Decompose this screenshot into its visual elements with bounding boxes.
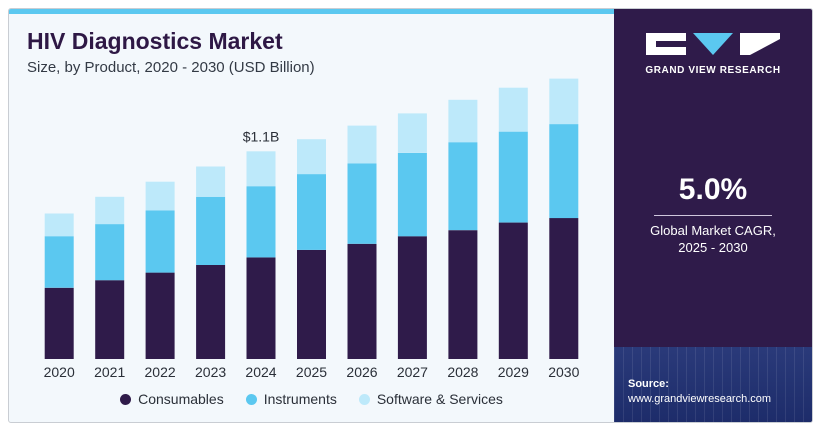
x-tick-label-2024: 2024 xyxy=(245,364,276,380)
cagr-divider xyxy=(654,215,772,216)
x-tick-label-2025: 2025 xyxy=(296,364,327,380)
bar-instruments-2022 xyxy=(145,210,175,273)
accent-strip xyxy=(9,9,614,14)
bar-instruments-2020 xyxy=(44,236,74,288)
cagr-label: Global Market CAGR, 2025 - 2030 xyxy=(614,222,812,256)
bar-consumables-2023 xyxy=(196,265,226,359)
bar-instruments-2030 xyxy=(549,124,579,219)
x-tick-label-2027: 2027 xyxy=(397,364,428,380)
x-tick-label-2021: 2021 xyxy=(94,364,125,380)
bar-software-services-2029 xyxy=(498,87,528,132)
legend-label-consumables: Consumables xyxy=(138,391,224,407)
legend-item-instruments: Instruments xyxy=(245,391,337,407)
chart-card: HIV Diagnostics Market Size, by Product,… xyxy=(8,8,813,423)
bar-instruments-2026 xyxy=(347,163,377,244)
bar-instruments-2021 xyxy=(95,224,125,281)
bar-software-services-2027 xyxy=(397,113,427,153)
bar-chart: 2020 2021 2022 2023 2024 $1.1B 2025 2026 2027 202… xyxy=(44,78,580,380)
x-tick-label-2020: 2020 xyxy=(44,364,75,380)
legend-label-software-services: Software & Services xyxy=(376,391,503,407)
x-tick-label-2023: 2023 xyxy=(195,364,226,380)
bar-software-services-2022 xyxy=(145,181,175,211)
bar-software-services-2023 xyxy=(196,166,226,197)
bar-consumables-2029 xyxy=(498,222,528,359)
bar-instruments-2029 xyxy=(498,131,528,223)
bar-consumables-2027 xyxy=(397,236,427,359)
chart-subtitle: Size, by Product, 2020 - 2030 (USD Billi… xyxy=(27,59,315,76)
bar-consumables-2026 xyxy=(347,243,377,359)
source-label: Source: xyxy=(628,378,669,390)
data-label-2024: $1.1B xyxy=(243,128,280,144)
cagr-value: 5.0% xyxy=(678,173,748,206)
bar-software-services-2024 xyxy=(246,151,276,187)
bar-instruments-2023 xyxy=(196,196,226,265)
bar-software-services-2025 xyxy=(297,139,326,175)
bar-instruments-2028 xyxy=(448,142,478,231)
bar-software-services-2026 xyxy=(347,125,377,164)
cagr-label-line2: 2025 - 2030 xyxy=(678,240,748,255)
bar-consumables-2030 xyxy=(549,218,579,359)
x-tick-label-2028: 2028 xyxy=(447,364,478,380)
bar-consumables-2024 xyxy=(246,257,276,359)
bar-consumables-2022 xyxy=(145,272,175,359)
bar-instruments-2027 xyxy=(397,152,427,237)
bar-instruments-2025 xyxy=(297,174,326,250)
x-tick-label-2026: 2026 xyxy=(346,364,377,380)
source-link[interactable]: www.grandviewresearch.com xyxy=(628,393,772,405)
chart-legend: Consumables Instruments Software & Servi… xyxy=(9,391,614,407)
x-tick-label-2030: 2030 xyxy=(548,364,579,380)
bar-consumables-2028 xyxy=(448,230,478,359)
legend-swatch-software-services xyxy=(358,393,370,405)
grand-view-research-logo xyxy=(646,33,780,55)
x-tick-label-2029: 2029 xyxy=(498,364,529,380)
sidebar-panel: GRAND VIEW RESEARCH 5.0% Global Market C… xyxy=(614,9,812,422)
legend-item-consumables: Consumables xyxy=(120,391,224,407)
legend-label-instruments: Instruments xyxy=(263,391,337,407)
source-note: Source: www.grandviewresearch.com xyxy=(628,377,771,407)
bar-instruments-2024 xyxy=(246,186,276,258)
chart-title: HIV Diagnostics Market xyxy=(27,28,283,54)
cagr-label-line1: Global Market CAGR, xyxy=(650,223,776,238)
bar-consumables-2021 xyxy=(95,280,125,359)
legend-swatch-consumables xyxy=(120,393,132,405)
bar-consumables-2025 xyxy=(297,249,326,359)
legend-item-software-services: Software & Services xyxy=(358,391,503,407)
bar-software-services-2021 xyxy=(95,196,125,225)
legend-swatch-instruments xyxy=(245,393,257,405)
bar-software-services-2030 xyxy=(549,78,579,125)
logo-wordmark: GRAND VIEW RESEARCH xyxy=(645,65,781,76)
bar-software-services-2028 xyxy=(448,99,478,143)
bar-consumables-2020 xyxy=(44,287,74,359)
x-tick-label-2022: 2022 xyxy=(145,364,176,380)
sidebar-footer xyxy=(614,347,812,422)
bar-software-services-2020 xyxy=(44,213,74,237)
